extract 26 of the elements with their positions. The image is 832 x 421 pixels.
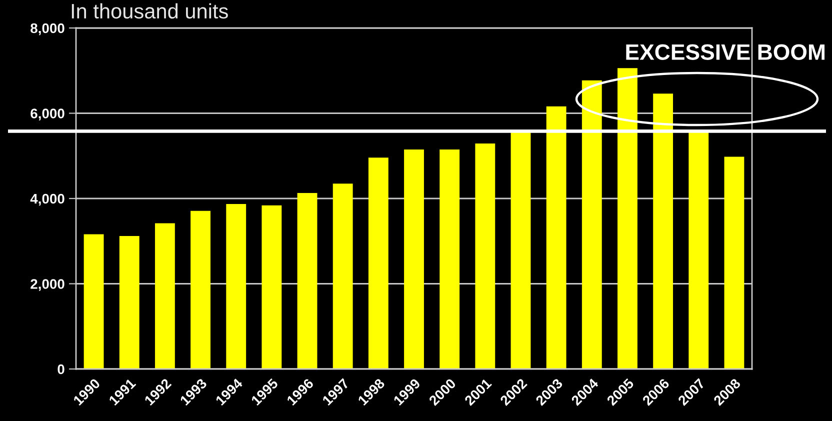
bar [404, 149, 424, 369]
bar [154, 223, 175, 369]
bar [119, 236, 140, 369]
bar [724, 156, 744, 369]
y-tick-label: 0 [58, 364, 64, 374]
bar [653, 94, 674, 369]
y-axis-title: In thousand units [72, 3, 228, 19]
bar [475, 144, 496, 369]
y-tick-label: 6,000 [30, 108, 64, 120]
bar [297, 192, 318, 369]
bar [190, 210, 210, 369]
bar [262, 205, 282, 369]
y-tick-label: 2,000 [30, 279, 64, 291]
annotation: EXCESSIVE BOOM [626, 44, 825, 60]
bar [546, 106, 566, 369]
bar [618, 68, 638, 369]
y-tick-label: 8,000 [30, 23, 64, 36]
y-tick-label: 4,000 [30, 194, 64, 206]
bar [368, 158, 388, 369]
bar [226, 204, 246, 369]
bar [84, 234, 104, 369]
bar [332, 184, 353, 369]
bar [510, 132, 531, 369]
bar [688, 132, 709, 369]
bar [582, 80, 602, 369]
bar [440, 149, 460, 369]
